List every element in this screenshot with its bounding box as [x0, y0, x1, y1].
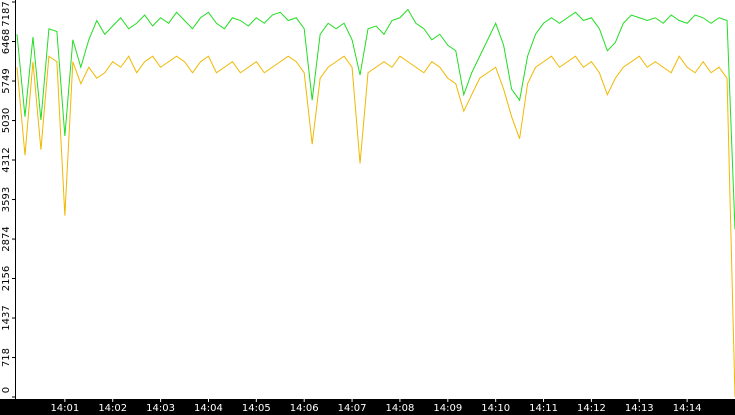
x-tick-label: 14:14: [673, 403, 702, 414]
y-tick-label: 6468: [1, 29, 12, 54]
x-tick-label: 14:02: [98, 403, 127, 414]
x-tick-label: 14:11: [529, 403, 558, 414]
y-tick-label: 718: [1, 348, 12, 367]
x-tick-label: 14:10: [481, 403, 510, 414]
x-tick-label: 14:04: [194, 403, 223, 414]
x-tick-label: 14:09: [433, 403, 462, 414]
x-tick-label: 14:12: [577, 403, 606, 414]
y-tick-label: 0: [1, 387, 12, 393]
x-axis-band: [0, 399, 735, 415]
x-tick-label: 14:08: [386, 403, 415, 414]
x-tick-label: 14:07: [338, 403, 367, 414]
y-tick-label: 3593: [1, 187, 12, 212]
y-tick-label: 5030: [1, 108, 12, 133]
y-tick-label: 1437: [1, 305, 12, 330]
y-tick-label: 5749: [1, 68, 12, 93]
y-tick-label: 4312: [1, 147, 12, 172]
x-tick-label: 14:05: [242, 403, 271, 414]
x-tick-label: 14:06: [290, 403, 319, 414]
ticks: 0 718 1437 2156 2874 3593 4312 5030 5749 6468 7187…: [1, 1, 702, 414]
series-line: [16, 8, 735, 230]
y-tick-label: 2156: [1, 266, 12, 291]
plot: [16, 8, 735, 398]
x-tick-label: 14:13: [625, 403, 654, 414]
x-tick-label: 14:03: [146, 403, 175, 414]
y-tick-label: 7187: [1, 1, 12, 26]
y-tick-label: 2874: [1, 226, 12, 251]
x-tick-label: 14:01: [50, 403, 79, 414]
series-line: [16, 55, 735, 398]
